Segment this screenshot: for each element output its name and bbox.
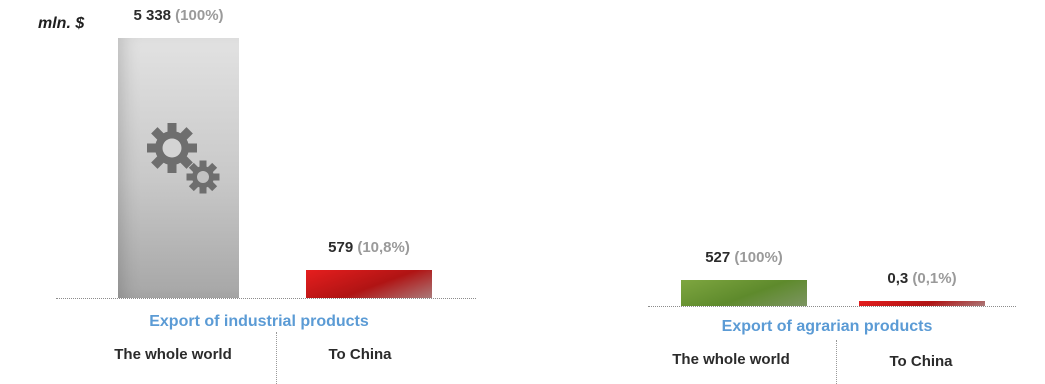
bar-agrarian-china [859,301,985,306]
value-label-agrarian-china: 0,3 (0,1%) [887,270,957,287]
category-label-industrial-china: To China [328,346,392,363]
value-label-industrial-world: 5 338 (100%) [133,7,224,24]
category-label-agrarian-world: The whole world [672,351,790,368]
category-divider-industrial [276,332,277,384]
value-label-industrial-china: 579 (10,8%) [328,239,410,256]
industrial-group-title: Export of industrial products [149,313,369,330]
category-label-industrial-world: The whole world [114,346,232,363]
category-divider-agrarian [836,340,837,384]
category-label-agrarian-china: To China [889,353,953,370]
gears-icon [147,123,220,194]
bar-industrial-world [118,38,239,298]
value-label-agrarian-world: 527 (100%) [705,249,783,266]
baseline-agrarian [648,306,1016,307]
agrarian-group-title: Export of agrarian products [721,318,933,335]
baseline-industrial [56,298,476,299]
bar-agrarian-world [681,280,807,306]
unit-label: mln. $ [38,15,85,32]
bar-industrial-china [306,270,432,298]
